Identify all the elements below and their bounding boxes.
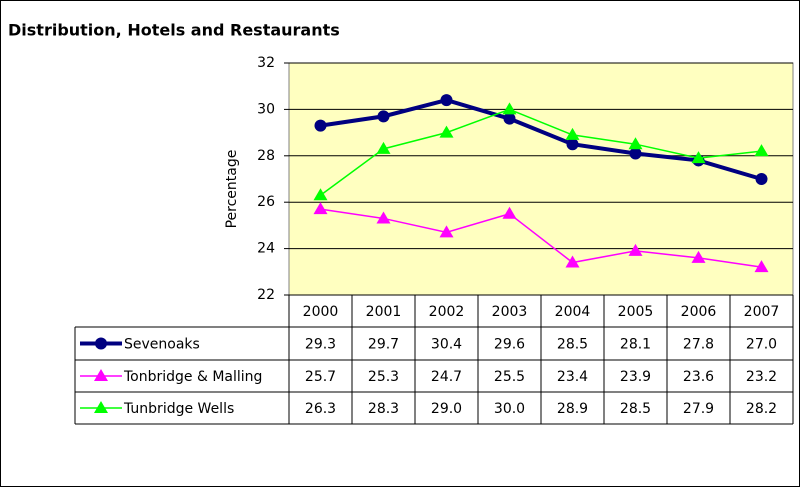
table-value: 29.6 (494, 337, 525, 353)
data-point (565, 255, 580, 268)
legend-label: Sevenoaks (124, 337, 200, 353)
table-value: 28.3 (368, 401, 399, 417)
data-point (502, 102, 517, 115)
data-point (566, 138, 579, 151)
series-line (320, 98, 763, 181)
table-value: 23.6 (683, 369, 714, 385)
data-point (628, 137, 643, 150)
data-point (439, 225, 454, 238)
data-point (502, 206, 517, 219)
y-tick-label: 30 (257, 101, 275, 117)
data-point (691, 250, 706, 263)
data-point (628, 243, 643, 256)
plot-area (288, 62, 794, 296)
data-point (754, 144, 769, 157)
data-point (754, 260, 769, 273)
y-axis-label: Percentage (224, 150, 240, 229)
x-tick-label: 2006 (681, 304, 717, 320)
data-point (439, 125, 454, 138)
data-point (755, 173, 768, 185)
data-point (376, 211, 391, 224)
x-tick-label: 2007 (744, 304, 780, 320)
data-point (691, 151, 706, 164)
table-value: 28.5 (620, 401, 651, 417)
table-value: 30.4 (431, 337, 462, 353)
legend-marker (94, 369, 108, 381)
data-point (503, 112, 516, 125)
x-tick-label: 2002 (429, 304, 465, 320)
table-value: 26.3 (305, 401, 336, 417)
y-tick-label: 28 (257, 148, 275, 164)
table-value: 28.5 (557, 337, 588, 353)
data-point (440, 94, 453, 107)
table-value: 23.9 (620, 369, 651, 385)
data-point (629, 147, 642, 160)
table-value: 29.3 (305, 337, 336, 353)
series-line (320, 208, 762, 268)
table-value: 28.2 (746, 401, 777, 417)
table-value: 25.5 (494, 369, 525, 385)
table-value: 27.0 (746, 337, 777, 353)
x-tick-label: 2004 (555, 304, 591, 320)
x-tick-label: 2001 (366, 304, 402, 320)
legend-label: Tonbridge & Malling (123, 369, 262, 385)
table-value: 25.3 (368, 369, 399, 385)
y-tick-label: 24 (257, 241, 275, 257)
table-value: 30.0 (494, 401, 525, 417)
data-point (376, 141, 391, 154)
data-point (313, 202, 328, 215)
chart-title: Distribution, Hotels and Restaurants (8, 21, 340, 40)
data-point (377, 110, 390, 123)
y-tick-label: 32 (257, 55, 275, 71)
legend-marker (95, 337, 107, 350)
data-point (565, 127, 580, 140)
x-tick-label: 2005 (618, 304, 654, 320)
table-value: 29.0 (431, 401, 462, 417)
x-tick-label: 2003 (492, 304, 528, 320)
table-value: 24.7 (431, 369, 462, 385)
table-value: 23.4 (557, 369, 588, 385)
table-value: 27.8 (683, 337, 714, 353)
table-value: 25.7 (305, 369, 336, 385)
table-value: 28.1 (620, 337, 651, 353)
y-tick-label: 22 (257, 287, 275, 303)
series-line (320, 108, 762, 196)
table-value: 27.9 (683, 401, 714, 417)
data-point (314, 119, 327, 132)
table-value: 23.2 (746, 369, 777, 385)
y-tick-label: 26 (257, 194, 275, 210)
legend-label: Tunbridge Wells (123, 401, 234, 417)
legend-marker (94, 401, 108, 413)
table-value: 28.9 (557, 401, 588, 417)
data-point (313, 188, 328, 201)
table-value: 29.7 (368, 337, 399, 353)
x-tick-label: 2000 (303, 304, 339, 320)
